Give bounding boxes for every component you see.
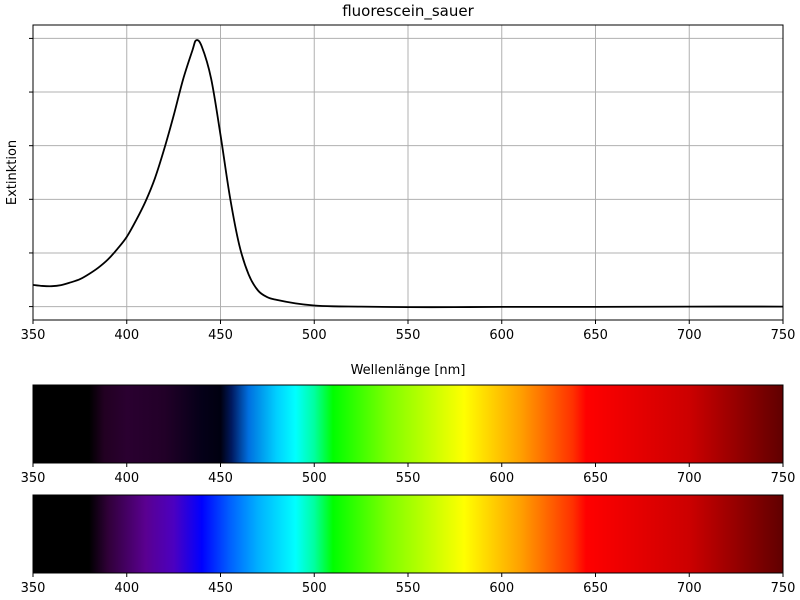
absorbance-line bbox=[32, 39, 784, 309]
measured-band-x-ticks: 350 400 450 500 550 600 650 700 750 bbox=[21, 463, 796, 486]
band-tick-label: 650 bbox=[583, 471, 608, 486]
y-axis-ticks bbox=[29, 37, 33, 308]
chart-title: fluorescein_sauer bbox=[342, 2, 474, 21]
x-tick-label: 400 bbox=[114, 328, 139, 343]
band-tick-label: 650 bbox=[583, 581, 608, 596]
band-tick-label: 350 bbox=[21, 471, 46, 486]
band-tick-label: 550 bbox=[396, 581, 421, 596]
band-tick-label: 500 bbox=[302, 581, 327, 596]
band-tick-label: 600 bbox=[489, 471, 514, 486]
x-tick-label: 350 bbox=[21, 328, 46, 343]
x-tick-label: 600 bbox=[489, 328, 514, 343]
reference-spectrum-gradient bbox=[32, 494, 784, 574]
grid bbox=[32, 25, 784, 320]
band-tick-label: 750 bbox=[771, 581, 796, 596]
reference-band-x-ticks: 350 400 450 500 550 600 650 700 750 bbox=[21, 573, 796, 596]
band-tick-label: 450 bbox=[208, 581, 233, 596]
band-tick-label: 600 bbox=[489, 581, 514, 596]
band-tick-label: 500 bbox=[302, 471, 327, 486]
band-tick-label: 700 bbox=[677, 471, 702, 486]
band-tick-label: 350 bbox=[21, 581, 46, 596]
y-axis-label: Extinktion bbox=[5, 140, 20, 205]
reference-spectrum-band: 350 400 450 500 550 600 650 700 750 bbox=[21, 494, 796, 596]
absorbance-plot: 350 400 450 500 550 600 650 700 750 fluorescein_… bbox=[5, 2, 795, 378]
x-axis-ticks: 350 400 450 500 550 600 650 700 750 bbox=[21, 320, 796, 343]
x-tick-label: 550 bbox=[396, 328, 421, 343]
x-tick-label: 700 bbox=[677, 328, 702, 343]
band-tick-label: 400 bbox=[114, 471, 139, 486]
x-axis-label: Wellenlänge [nm] bbox=[351, 363, 466, 378]
band-tick-label: 450 bbox=[208, 471, 233, 486]
band-tick-label: 700 bbox=[677, 581, 702, 596]
x-tick-label: 450 bbox=[208, 328, 233, 343]
band-tick-label: 400 bbox=[114, 581, 139, 596]
x-tick-label: 650 bbox=[583, 328, 608, 343]
x-tick-label: 500 bbox=[302, 328, 327, 343]
measured-spectrum-band: 350 400 450 500 550 600 650 700 750 bbox=[21, 384, 796, 486]
series-line bbox=[32, 39, 784, 309]
measured-spectrum-gradient bbox=[32, 384, 784, 464]
x-tick-label: 750 bbox=[771, 328, 796, 343]
band-tick-label: 550 bbox=[396, 471, 421, 486]
band-tick-label: 750 bbox=[771, 471, 796, 486]
